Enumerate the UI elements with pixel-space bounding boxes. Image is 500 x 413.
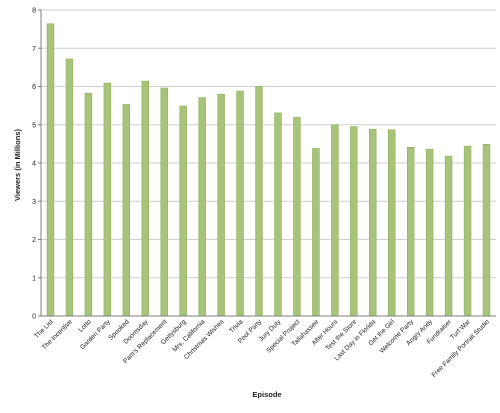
bar [46,23,55,317]
bar [274,112,282,317]
bar [84,93,93,317]
bar [350,126,358,317]
x-tick-label: Lotto [77,318,93,334]
y-tick-label: 0 [32,314,36,321]
bar [482,143,491,317]
bar [103,82,112,317]
y-tick-label: 7 [32,46,36,53]
bar [179,105,187,317]
y-tick-label: 5 [32,122,36,129]
bar [255,86,263,317]
bar [331,124,339,317]
bar [141,80,149,317]
x-tick-label: Trivia [228,318,244,334]
axes [38,9,496,317]
bar [236,90,244,317]
bars [46,23,491,317]
y-tick-label: 2 [32,237,36,244]
bar [293,117,301,317]
y-tick-label: 1 [32,275,36,282]
gridlines [41,9,496,317]
y-axis-title: Viewers (in Millions) [13,129,22,201]
bar [463,145,472,317]
bar [217,93,225,317]
y-tick-label: 3 [32,199,36,206]
y-tick-label: 6 [32,84,36,91]
y-tick-label: 4 [32,161,36,168]
bar [406,147,415,317]
x-axis-title: Episode [252,390,281,399]
bar [198,97,206,317]
bar [388,129,396,317]
bar [122,104,131,317]
bar [425,148,434,317]
y-tick-labels: 0 1 2 3 4 5 6 7 8 [32,8,36,321]
bar [65,58,74,317]
y-tick-label: 8 [32,8,36,15]
bar [369,129,377,317]
bar [444,155,453,317]
bar [160,87,168,317]
bar [312,148,320,317]
